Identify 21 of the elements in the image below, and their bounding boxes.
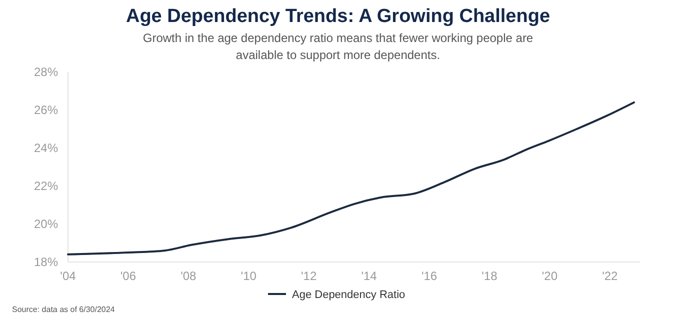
x-tick-label: '14 <box>361 269 378 283</box>
x-tick-label: '12 <box>301 269 317 283</box>
x-tick-label: '18 <box>482 269 498 283</box>
y-tick-label: 22% <box>34 179 58 194</box>
y-tick-label: 26% <box>34 103 58 118</box>
x-tick-label: '06 <box>120 269 136 283</box>
y-tick-label: 20% <box>34 217 58 232</box>
line-series <box>67 101 635 256</box>
source-note: Source: data as of 6/30/2024 <box>12 305 116 314</box>
y-tick-label: 28% <box>34 65 58 80</box>
chart-subtitle: Growth in the age dependency ratio means that fewer working people are available to support more dependents. <box>142 31 534 62</box>
x-tick-label: '04 <box>60 269 76 283</box>
x-tick-label: '16 <box>421 269 438 283</box>
y-tick-label: 18% <box>34 255 58 270</box>
x-tick-label: '20 <box>542 269 558 283</box>
legend-label: Age Dependency Ratio <box>292 288 406 301</box>
x-tick-label: '10 <box>240 269 257 283</box>
y-tick-label: 24% <box>34 141 58 156</box>
x-tick-label: '22 <box>602 269 618 283</box>
chart-title: Age Dependency Trends: A Growing Challenge <box>126 6 550 27</box>
x-tick-label: '08 <box>180 269 197 283</box>
